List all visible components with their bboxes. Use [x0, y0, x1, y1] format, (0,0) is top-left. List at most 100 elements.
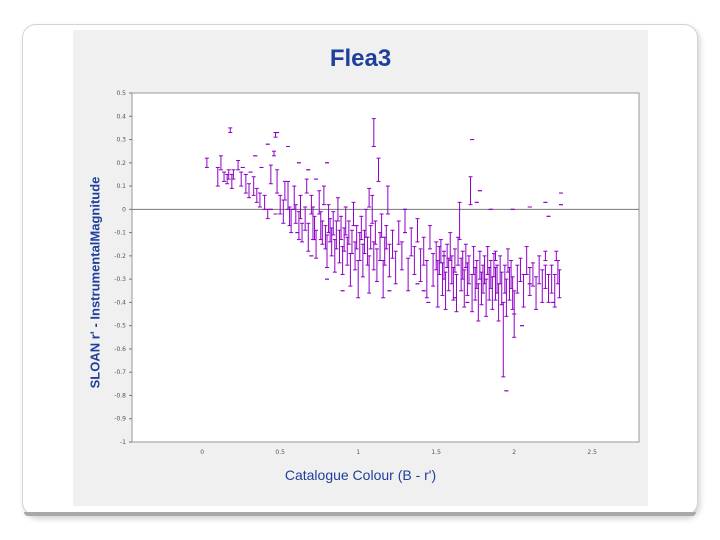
- x-tick-label: 2.5: [587, 449, 597, 456]
- data-point: [549, 264, 554, 294]
- data-point: [427, 225, 432, 250]
- data-point: [412, 246, 417, 275]
- data-point: [367, 255, 372, 294]
- data-point: [554, 250, 559, 262]
- data-point: [390, 229, 395, 259]
- data-point: [504, 278, 509, 317]
- data-point: [236, 159, 241, 171]
- data-point: [321, 185, 326, 206]
- data-point: [484, 278, 489, 317]
- data-point: [314, 229, 319, 259]
- chart-title: Flea3: [329, 45, 392, 72]
- data-point: [293, 204, 298, 224]
- data-point: [339, 215, 344, 241]
- data-point: [343, 206, 348, 236]
- data-point: [468, 176, 473, 206]
- y-tick-label: 0: [122, 206, 126, 213]
- data-point: [385, 185, 390, 215]
- data-point: [271, 150, 276, 157]
- data-point: [431, 253, 436, 287]
- data-points: [204, 118, 563, 392]
- data-point: [452, 248, 457, 273]
- x-tick-label: 1: [356, 449, 360, 456]
- x-tick-label: 2: [512, 449, 516, 456]
- data-point: [320, 220, 325, 245]
- slide-bottom-bar: [24, 512, 696, 516]
- y-tick-label: 0.5: [116, 90, 126, 97]
- data-point: [335, 197, 340, 222]
- data-point: [257, 192, 262, 208]
- data-point: [493, 250, 498, 262]
- data-point: [466, 255, 471, 285]
- data-point: [557, 269, 562, 299]
- y-tick-label: 0.1: [116, 183, 126, 190]
- data-point: [373, 220, 378, 245]
- data-point: [239, 171, 244, 187]
- data-point: [349, 229, 354, 255]
- plot-area: [131, 92, 640, 443]
- data-point: [418, 248, 423, 282]
- y-ticks: 0.5 0.4 0.3 0.2 0.1 0 -0.1 -0.2 -0.3 -0.4 -0.5 -0.6…: [114, 90, 132, 446]
- data-point: [543, 264, 548, 289]
- data-point: [243, 173, 248, 194]
- chart-panel: Flea3 SLOAN r' - InstrumentalMagnitude C…: [73, 30, 648, 506]
- y-tick-label: -0.6: [114, 346, 126, 353]
- data-point: [218, 155, 223, 171]
- data-point: [251, 176, 256, 196]
- data-point: [540, 269, 545, 303]
- data-point: [387, 243, 392, 278]
- data-point: [530, 262, 535, 287]
- data-point: [543, 250, 548, 262]
- data-point: [354, 225, 359, 250]
- data-point: [537, 255, 542, 285]
- y-tick-label: -1: [120, 439, 126, 446]
- data-point: [226, 169, 231, 180]
- data-point: [371, 118, 376, 148]
- data-point: [524, 246, 529, 275]
- y-tick-label: -0.5: [114, 323, 126, 330]
- data-point: [278, 194, 283, 215]
- data-point: [222, 171, 227, 182]
- data-point: [370, 194, 375, 224]
- data-point: [298, 194, 303, 220]
- y-tick-label: -0.2: [114, 253, 126, 260]
- data-point: [424, 260, 429, 299]
- data-point: [384, 225, 389, 250]
- y-tick-label: -0.7: [114, 369, 126, 376]
- data-point: [368, 225, 373, 250]
- data-point: [228, 127, 233, 134]
- x-axis-label: Catalogue Colour (B - r'): [284, 467, 437, 483]
- x-tick-label: 1.5: [431, 449, 441, 456]
- data-point: [406, 257, 411, 292]
- data-point: [367, 187, 372, 208]
- data-point: [462, 269, 467, 308]
- data-point: [552, 273, 557, 308]
- data-point: [325, 234, 329, 268]
- y-tick-label: 0.2: [116, 160, 126, 167]
- y-tick-label: -0.9: [114, 416, 126, 423]
- data-point: [527, 267, 532, 296]
- y-tick-label: -0.3: [114, 276, 126, 283]
- data-point: [501, 301, 506, 378]
- data-point: [254, 187, 259, 203]
- data-point: [204, 157, 209, 168]
- data-point: [247, 183, 251, 199]
- data-point: [346, 220, 351, 245]
- data-point: [421, 236, 426, 266]
- data-point: [304, 178, 309, 194]
- data-point: [476, 283, 481, 322]
- x-tick-label: 0: [200, 449, 204, 456]
- data-point: [515, 264, 520, 294]
- data-point: [443, 271, 448, 310]
- data-point: [275, 169, 280, 194]
- data-point: [396, 220, 401, 245]
- data-point: [215, 166, 220, 187]
- data-point: [393, 250, 398, 285]
- data-point: [306, 222, 311, 252]
- data-point: [409, 227, 414, 257]
- data-point: [415, 218, 420, 243]
- data-point: [231, 169, 236, 180]
- data-point: [359, 215, 364, 241]
- y-tick-label: -0.4: [114, 299, 126, 306]
- data-point: [303, 206, 308, 231]
